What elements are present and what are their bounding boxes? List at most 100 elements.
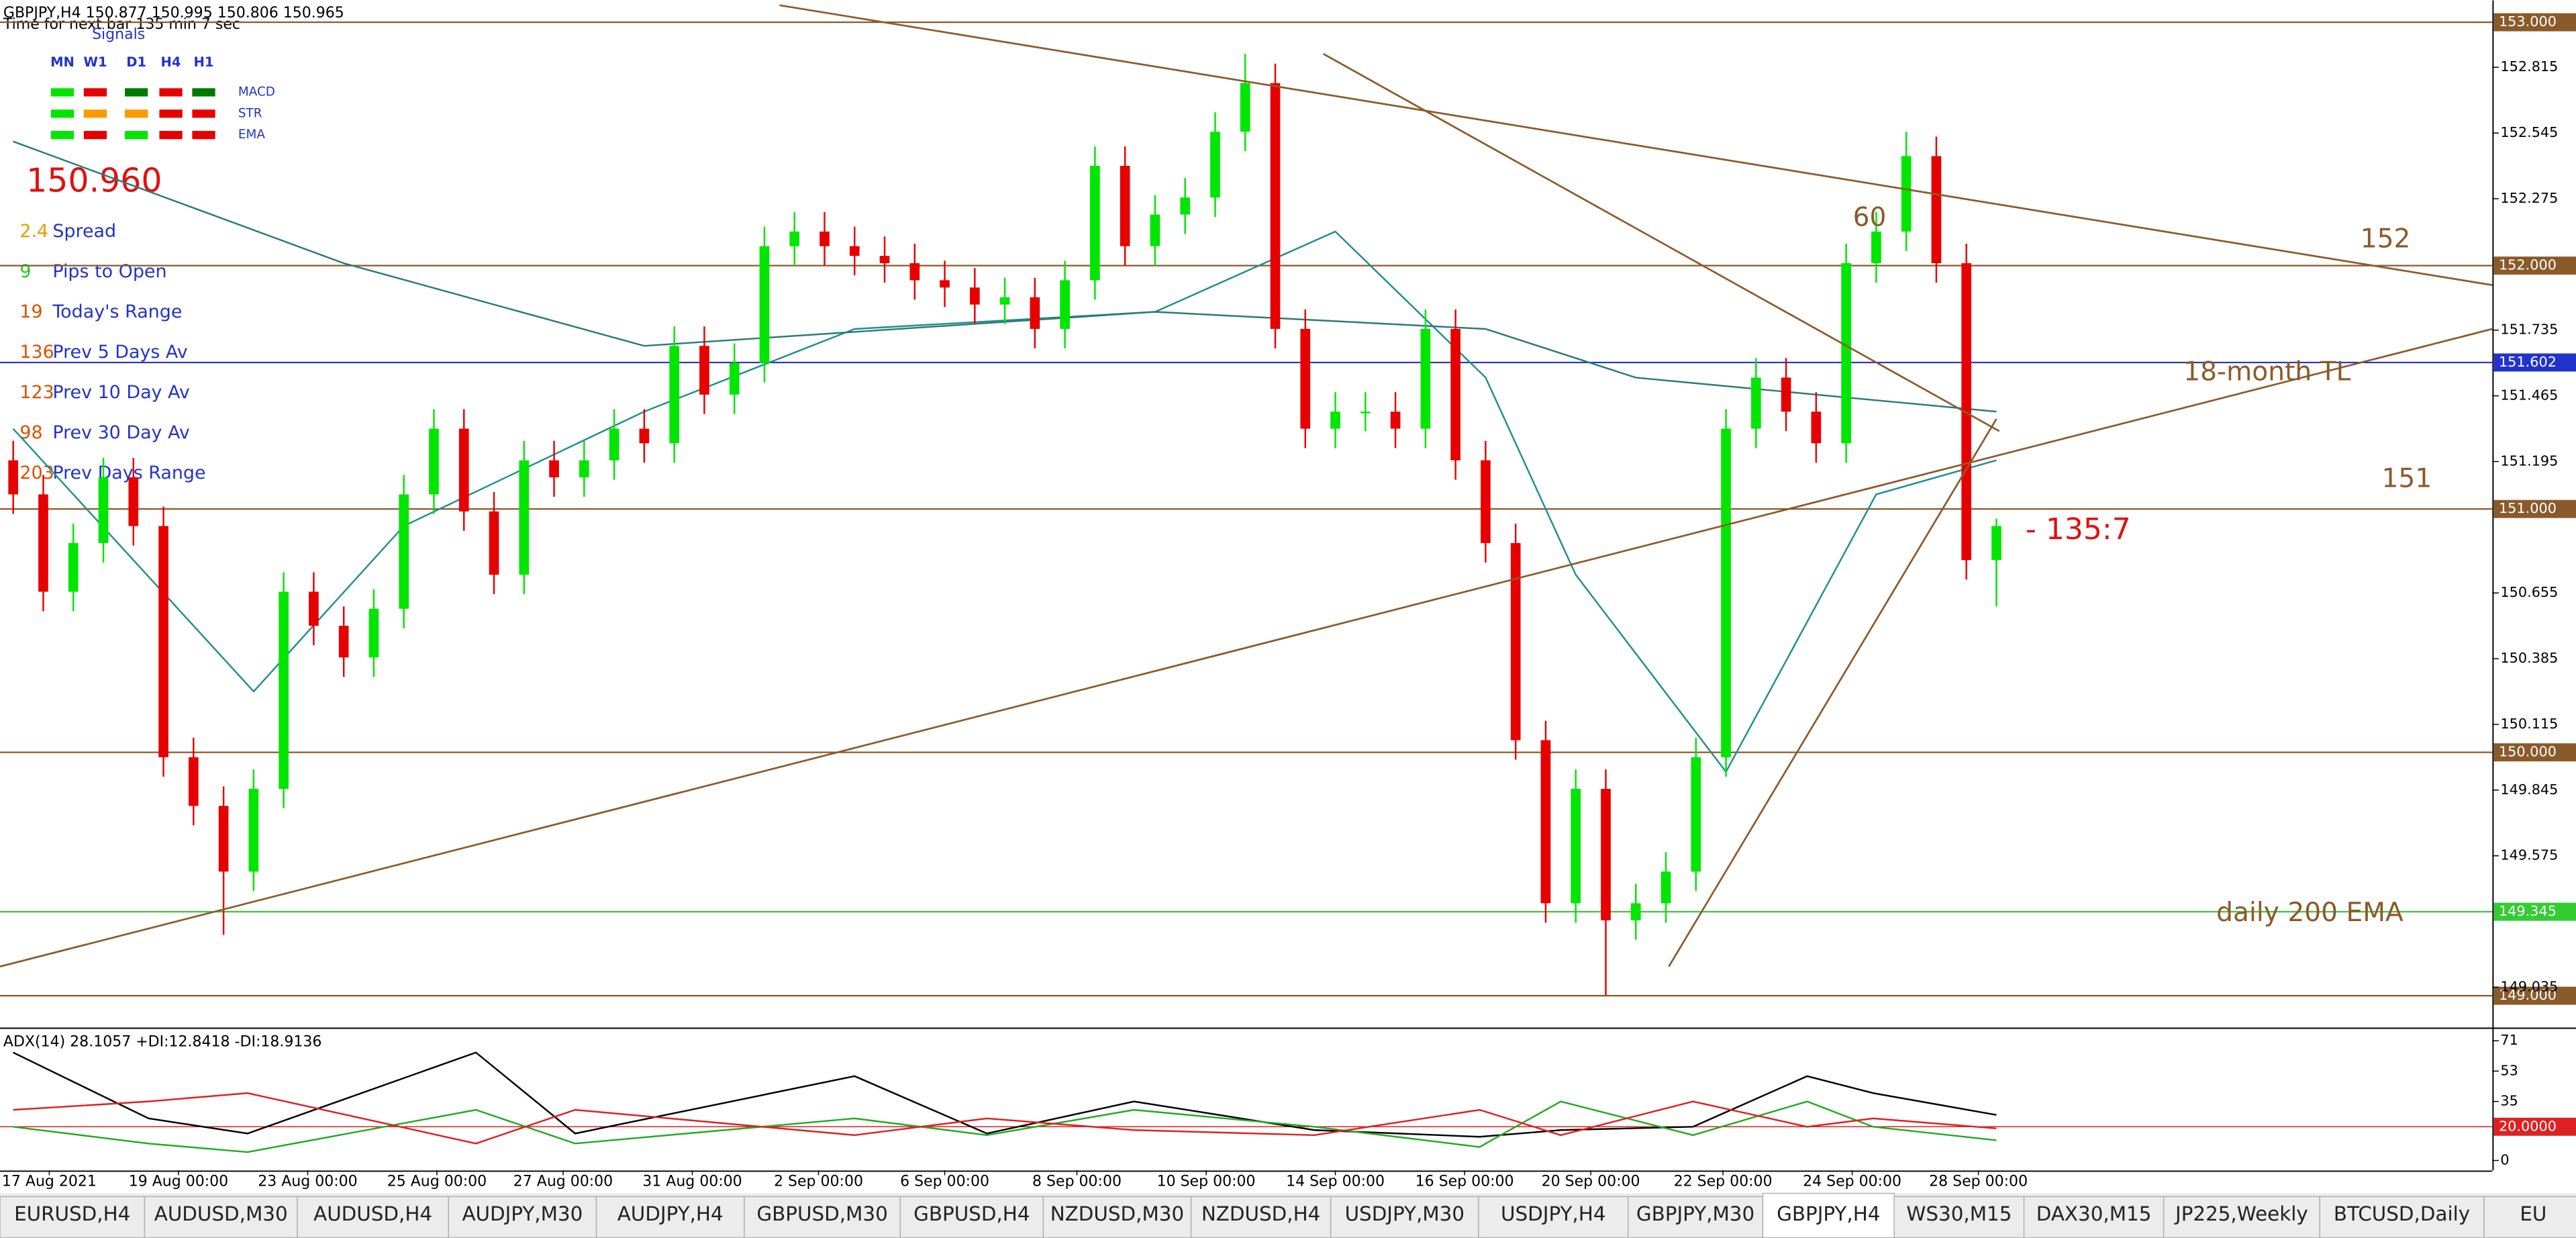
chart-tab-label[interactable]: EURUSD,H4: [14, 1202, 130, 1225]
chart-tab-label[interactable]: DAX30,M15: [2036, 1202, 2152, 1225]
indicator-line: [1322, 53, 2000, 432]
chart-tab-label[interactable]: AUDUSD,H4: [313, 1202, 432, 1225]
y-tick-label: 151.735: [2500, 322, 2558, 338]
candle-body: [759, 246, 770, 363]
signal-block: [50, 131, 75, 140]
chart-tab-label[interactable]: BTCUSD,Daily: [2334, 1202, 2470, 1225]
chart-tab[interactable]: [0, 1196, 146, 1238]
signal-block: [192, 131, 215, 140]
chart-tab[interactable]: [1762, 1192, 1895, 1238]
chart-tab-label[interactable]: AUDJPY,H4: [617, 1202, 724, 1225]
candle-body: [1360, 412, 1371, 414]
chart-tab[interactable]: [1893, 1196, 2025, 1238]
chart-tab-label[interactable]: JP225,Weekly: [2174, 1202, 2308, 1225]
chart-tab[interactable]: [1478, 1196, 1629, 1238]
signal-block: [192, 109, 215, 118]
x-tick-label: 25 Aug 00:00: [387, 1173, 487, 1190]
x-tick-label: 27 Aug 00:00: [513, 1173, 613, 1190]
y-tick-label: 152.545: [2500, 124, 2558, 140]
indicator-series: [13, 1100, 1997, 1153]
chart-tab-label[interactable]: USDJPY,M30: [1345, 1202, 1465, 1225]
candle-body: [909, 263, 920, 281]
chart-tab-label[interactable]: EU: [2520, 1202, 2546, 1225]
candle-body: [368, 608, 379, 658]
chart-tab[interactable]: [595, 1196, 745, 1238]
candle-body: [1390, 412, 1401, 429]
x-tick-label: 10 Sep 00:00: [1157, 1173, 1256, 1190]
candle-body: [1630, 903, 1641, 920]
chart-tab[interactable]: [2483, 1196, 2576, 1238]
candle-body: [218, 806, 229, 872]
indicator-level-label: 20.0000: [2499, 1118, 2557, 1134]
signals-title: Signals: [92, 26, 145, 43]
x-tick-label: 16 Sep 00:00: [1416, 1173, 1514, 1190]
chart-tab-label[interactable]: AUDUSD,M30: [154, 1202, 288, 1225]
signal-block: [125, 109, 148, 118]
signal-row-label: STR: [238, 106, 262, 120]
x-tick-label: 24 Sep 00:00: [1803, 1173, 1901, 1190]
chart-tab-label[interactable]: NZDUSD,M30: [1050, 1202, 1184, 1225]
chart-tab[interactable]: [899, 1196, 1044, 1238]
candle-body: [609, 428, 620, 461]
candle-body: [1931, 156, 1942, 264]
candle-body: [279, 591, 289, 790]
signal-block: [125, 131, 148, 140]
candle-body: [98, 477, 109, 543]
signal-block: [83, 131, 107, 140]
y-tick-label: 150.655: [2500, 584, 2558, 600]
candle-body: [1060, 280, 1070, 329]
candle-body: [1781, 377, 1791, 412]
chart-tab-label[interactable]: GBPUSD,M30: [756, 1202, 887, 1225]
candle-body: [1571, 789, 1581, 904]
chart-tab[interactable]: [1190, 1196, 1332, 1238]
y-tick-label: 151.465: [2500, 387, 2558, 403]
timeframe-label: H1: [194, 54, 214, 70]
x-tick-label: 31 Aug 00:00: [642, 1173, 742, 1190]
candle-body: [999, 297, 1010, 305]
candle-body: [429, 428, 439, 495]
candle-body: [1991, 526, 2001, 561]
chart-tab[interactable]: [297, 1196, 449, 1238]
x-tick-label: 17 Aug 2021: [2, 1173, 97, 1190]
candle-body: [1330, 412, 1340, 429]
stat-label: Today's Range: [52, 301, 182, 322]
chart-tab-label[interactable]: USDJPY,H4: [1501, 1202, 1605, 1225]
price-level-label: 152.000: [2499, 257, 2557, 273]
price-level-box: [2493, 986, 2576, 1005]
candle-body: [1811, 412, 1822, 444]
stat-value: 9: [19, 261, 31, 282]
annotation: 151: [2382, 464, 2432, 494]
chart-tab-label[interactable]: GBPUSD,H4: [913, 1202, 1030, 1225]
candle-body: [669, 346, 679, 444]
candle-body: [158, 526, 168, 757]
candle-body: [1750, 377, 1761, 429]
chart-tab-label[interactable]: GBPJPY,M30: [1636, 1202, 1754, 1225]
indicator-line: [0, 328, 2493, 967]
candle-body: [1601, 789, 1611, 920]
candle-body: [549, 460, 559, 478]
price-level-label: 153.000: [2499, 13, 2557, 30]
candle-body: [1450, 328, 1460, 461]
annotation: 18-month TL: [2183, 357, 2350, 387]
signal-block: [159, 109, 183, 118]
candle-body: [969, 287, 980, 305]
chart-tab[interactable]: [448, 1196, 597, 1238]
chart-tab-label[interactable]: AUDJPY,M30: [462, 1202, 583, 1225]
candle-body: [1901, 156, 1912, 232]
candle-body: [1300, 328, 1311, 429]
candle-body: [1510, 542, 1521, 741]
indicator-title: ADX(14) 28.1057 +DI:12.8418 -DI:18.9136: [3, 1033, 322, 1050]
current-price: 150.960: [26, 162, 162, 200]
chart-tab[interactable]: [2319, 1196, 2485, 1238]
stat-value: 203: [19, 463, 54, 483]
candle-body: [879, 256, 890, 264]
candle-body: [1120, 166, 1130, 246]
candle-body: [1540, 740, 1551, 904]
x-tick-label: 23 Aug 00:00: [258, 1173, 357, 1190]
chart-tab-label[interactable]: NZDUSD,H4: [1201, 1202, 1321, 1225]
x-tick-label: 14 Sep 00:00: [1286, 1173, 1385, 1190]
chart-tab[interactable]: [2163, 1196, 2320, 1238]
chart-tab-label[interactable]: GBPJPY,H4: [1777, 1202, 1880, 1225]
chart-tab-label[interactable]: WS30,M15: [1906, 1202, 2012, 1225]
